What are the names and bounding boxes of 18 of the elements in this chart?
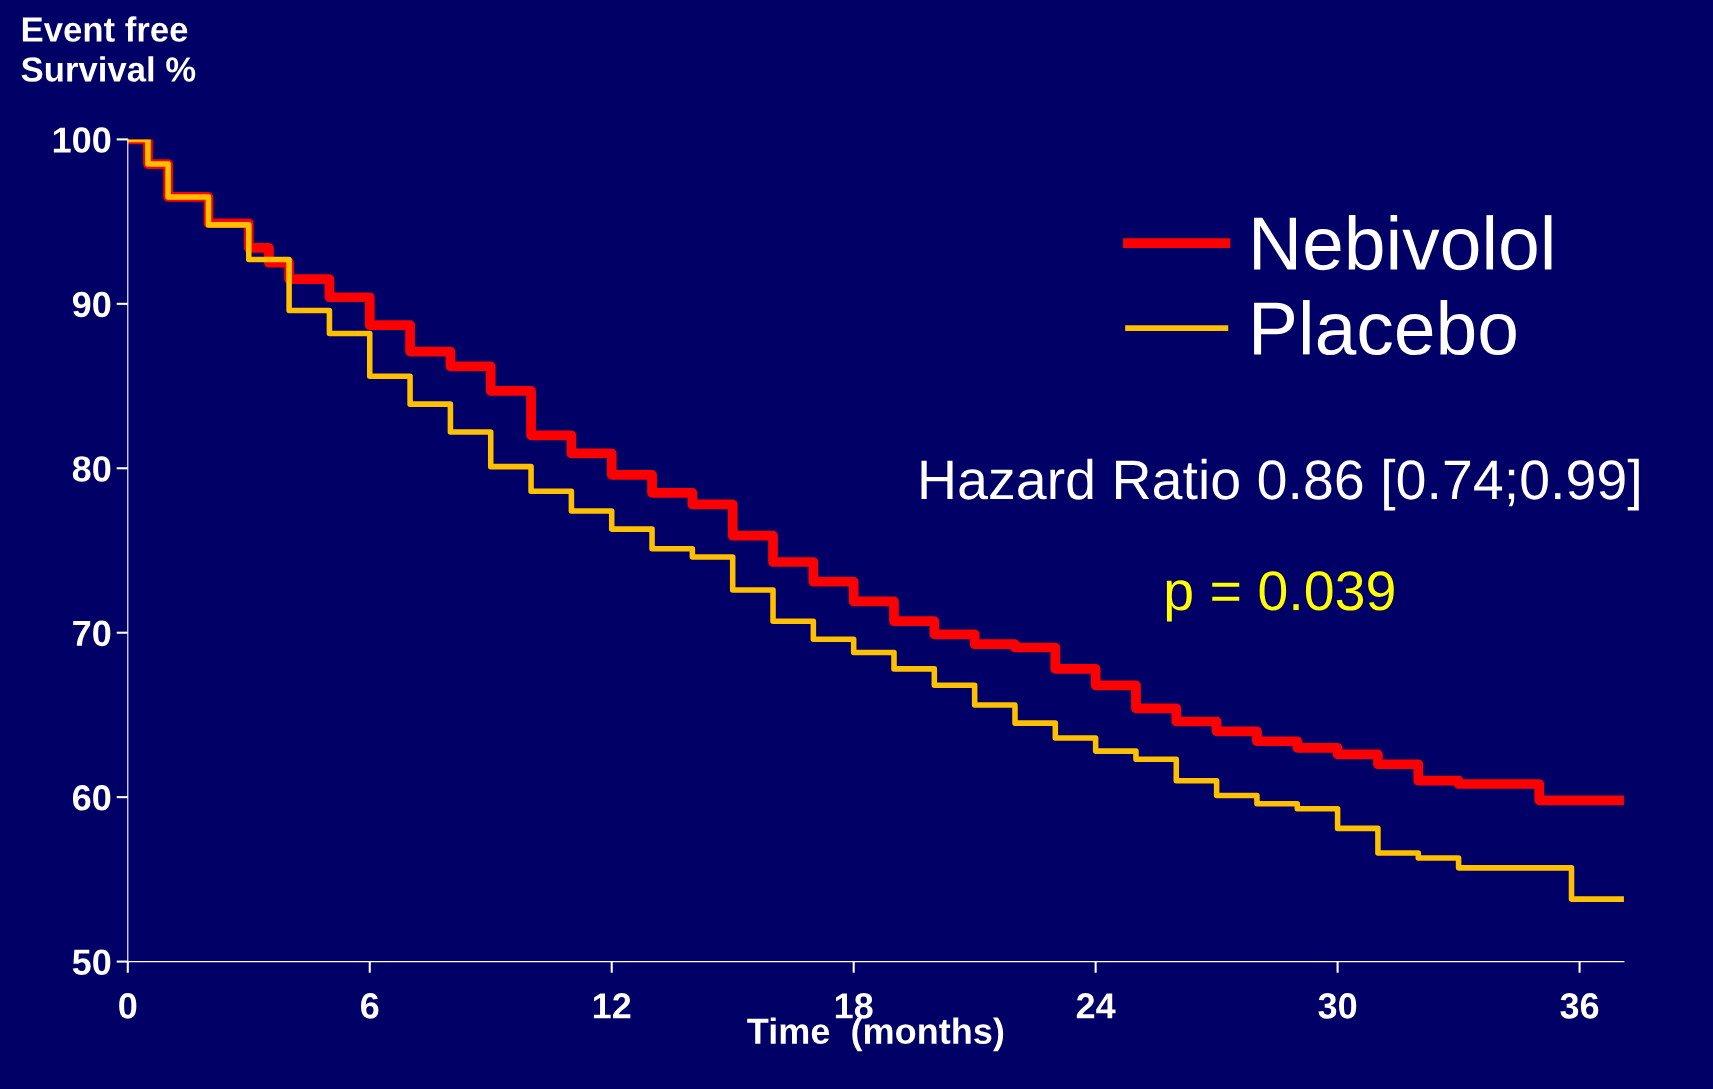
x-tick-label: 0 — [119, 993, 137, 1019]
y-tick-label: 90 — [72, 291, 111, 318]
y-tick-label: 50 — [72, 949, 111, 976]
legend-label: Placebo — [1254, 300, 1516, 356]
x-tick-label: 36 — [1560, 993, 1599, 1019]
y-tick-label: 60 — [72, 785, 111, 811]
y-axis-title: Event free Survival % — [21, 16, 196, 82]
x-tick-label: 12 — [593, 993, 631, 1019]
x-tick-label: 24 — [1076, 993, 1116, 1019]
y-tick-label: 80 — [72, 456, 111, 482]
annotation: Hazard Ratio 0.86 [0.74;0.99] — [921, 458, 1639, 511]
x-tick-label: 18 — [835, 993, 873, 1019]
x-tick-label: 6 — [361, 993, 379, 1019]
legend-label: Nebivolol — [1254, 215, 1552, 271]
x-tick-label: 30 — [1318, 993, 1357, 1019]
y-tick-label: 70 — [73, 620, 111, 647]
y-tick-label: 100 — [53, 127, 111, 153]
annotation: p = 0.039 — [1166, 571, 1394, 622]
